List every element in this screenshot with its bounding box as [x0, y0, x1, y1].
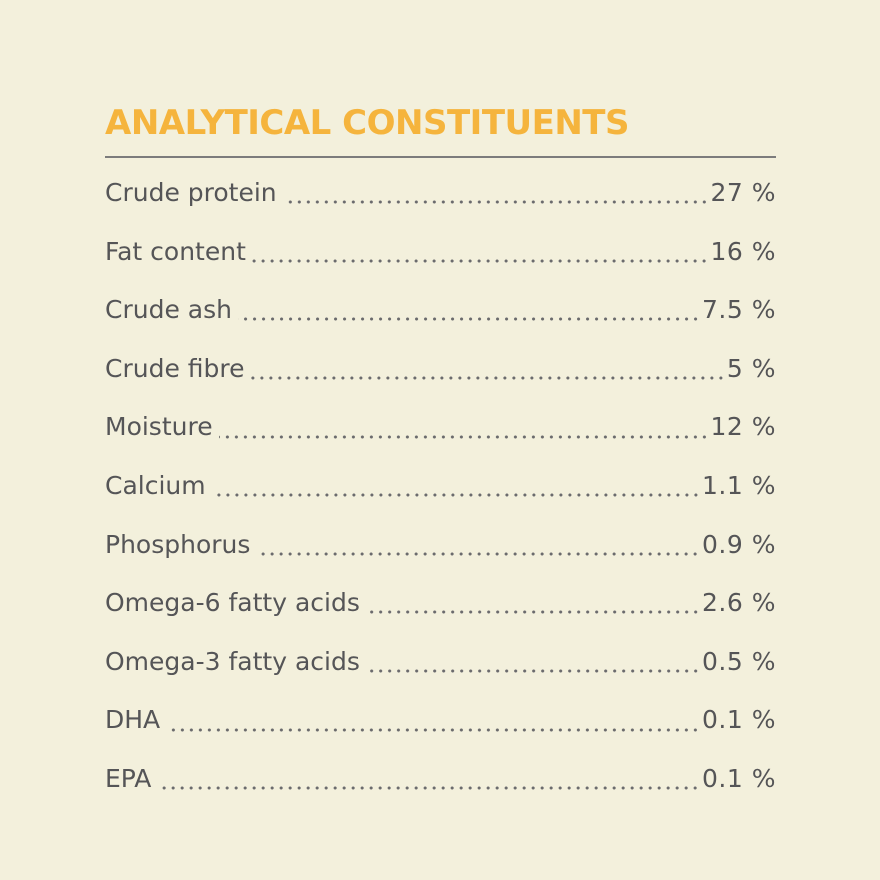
constituent-label: Crude protein	[105, 178, 277, 207]
dot-leader	[250, 375, 725, 382]
constituent-label: Crude fibre	[105, 353, 245, 383]
constituent-value: 0.5 %	[702, 646, 776, 676]
constituent-value: 1.1 %	[702, 470, 776, 500]
dot-leader	[365, 668, 701, 675]
constituent-row-omega-3: Omega-3 fatty acids 0.5 %	[105, 638, 776, 697]
dot-leader	[251, 257, 709, 264]
constituent-label: Phosphorus	[105, 529, 251, 559]
constituent-value: 12 %	[710, 412, 776, 442]
constituents-list: Crude protein 27 % Fat content 16 % Crud…	[105, 169, 776, 814]
dot-leader	[282, 199, 709, 206]
constituent-value: 16 %	[710, 236, 776, 266]
constituent-row-moisture: Moisture 12 %	[105, 403, 776, 462]
dot-leader	[211, 492, 701, 499]
constituent-value: 0.9 %	[702, 529, 776, 559]
constituent-value: 5 %	[726, 353, 776, 383]
dot-leader	[157, 785, 701, 792]
constituent-row-calcium: Calcium 1.1 %	[105, 462, 776, 521]
constituent-value: 2.6 %	[702, 588, 776, 618]
constituent-label: Fat content	[105, 236, 246, 266]
constituent-row-phosphorus: Phosphorus 0.9 %	[105, 521, 776, 580]
constituent-label: Omega-3 fatty acids	[105, 646, 360, 676]
constituent-label: EPA	[105, 763, 152, 793]
constituent-label: Crude ash	[105, 295, 232, 325]
constituent-row-crude-fibre: Crude fibre 5 %	[105, 345, 776, 404]
constituent-label: DHA	[105, 705, 161, 735]
constituent-value: 7.5 %	[702, 295, 776, 325]
constituent-row-dha: DHA 0.1 %	[105, 696, 776, 755]
analytical-constituents-panel: ANALYTICAL CONSTITUENTS Crude protein 27…	[105, 102, 776, 814]
section-title: ANALYTICAL CONSTITUENTS	[105, 103, 629, 143]
dot-leader	[218, 433, 709, 440]
constituent-row-omega-6: Omega-6 fatty acids 2.6 %	[105, 579, 776, 638]
constituent-row-crude-ash: Crude ash 7.5 %	[105, 286, 776, 345]
dot-leader	[256, 550, 701, 557]
constituent-value: 27 %	[710, 178, 776, 207]
constituent-label: Omega-6 fatty acids	[105, 588, 360, 618]
constituent-value: 0.1 %	[702, 763, 776, 793]
constituent-value: 0.1 %	[702, 705, 776, 735]
constituent-row-epa: EPA 0.1 %	[105, 755, 776, 814]
constituent-label: Calcium	[105, 470, 206, 500]
dot-leader	[237, 316, 701, 323]
title-divider	[105, 156, 776, 158]
constituent-row-crude-protein: Crude protein 27 %	[105, 169, 776, 228]
constituent-row-fat-content: Fat content 16 %	[105, 228, 776, 287]
constituent-label: Moisture	[105, 412, 213, 442]
dot-leader	[166, 726, 701, 733]
dot-leader	[365, 609, 701, 616]
